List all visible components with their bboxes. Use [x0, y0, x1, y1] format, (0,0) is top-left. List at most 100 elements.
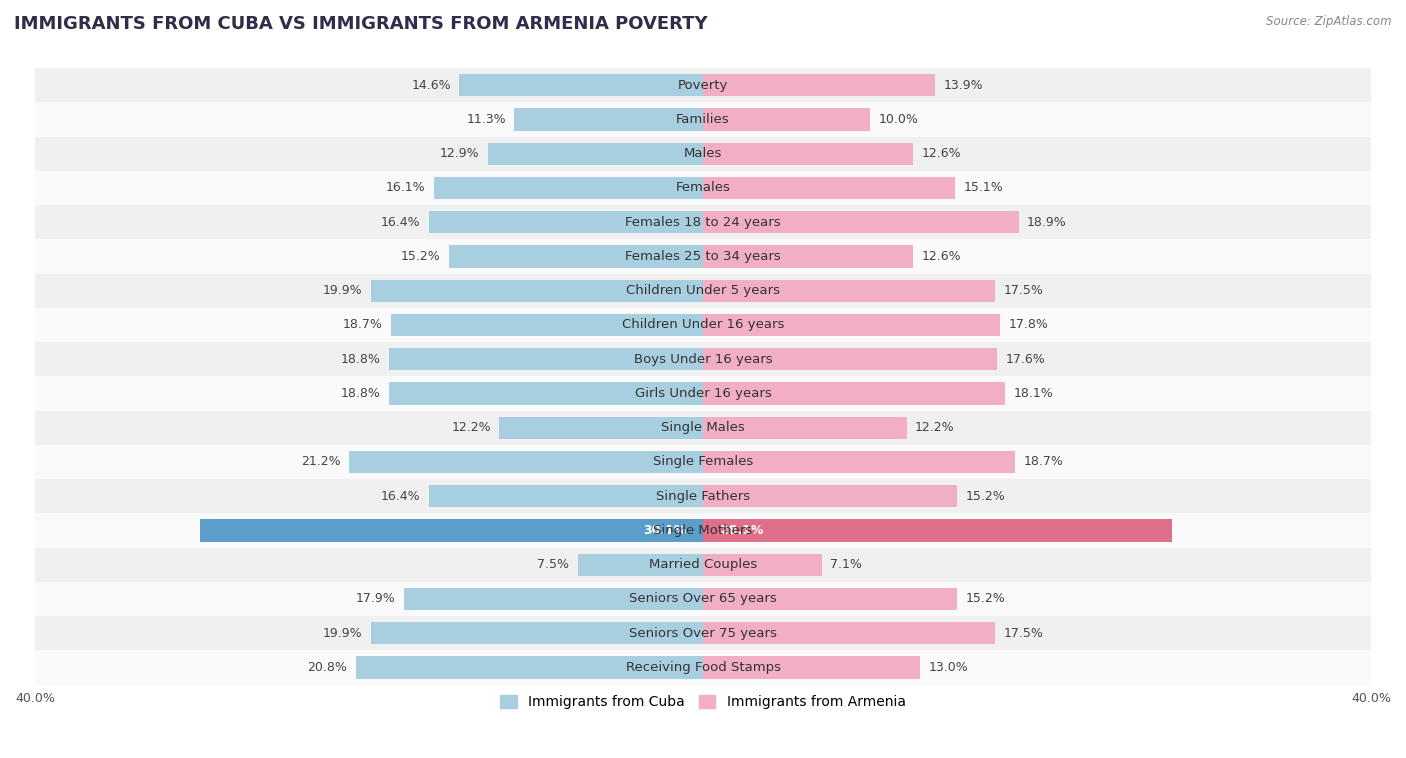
Text: 17.6%: 17.6%: [1005, 352, 1045, 365]
Bar: [460, 74, 703, 96]
Bar: [703, 382, 1005, 405]
Bar: [404, 588, 703, 610]
Text: Girls Under 16 years: Girls Under 16 years: [634, 387, 772, 400]
Text: Receiving Food Stamps: Receiving Food Stamps: [626, 661, 780, 674]
Text: 18.7%: 18.7%: [343, 318, 382, 331]
Text: 15.2%: 15.2%: [965, 593, 1005, 606]
Bar: [389, 382, 703, 405]
Bar: [515, 108, 703, 130]
Text: 18.9%: 18.9%: [1026, 216, 1067, 229]
Bar: [35, 547, 1371, 582]
Text: 13.0%: 13.0%: [928, 661, 969, 674]
Text: 12.6%: 12.6%: [922, 250, 962, 263]
Bar: [703, 74, 935, 96]
Bar: [703, 143, 914, 164]
Bar: [35, 274, 1371, 308]
Text: Females 18 to 24 years: Females 18 to 24 years: [626, 216, 780, 229]
Text: 13.9%: 13.9%: [943, 79, 983, 92]
Text: 16.4%: 16.4%: [381, 490, 420, 503]
Bar: [434, 177, 703, 199]
Bar: [703, 519, 1173, 542]
Text: 17.5%: 17.5%: [1004, 627, 1043, 640]
Text: 19.9%: 19.9%: [322, 284, 363, 297]
Bar: [703, 622, 995, 644]
Text: 28.1%: 28.1%: [720, 524, 763, 537]
Bar: [703, 451, 1015, 473]
Text: 17.9%: 17.9%: [356, 593, 395, 606]
Bar: [35, 102, 1371, 136]
Bar: [35, 616, 1371, 650]
Bar: [35, 513, 1371, 547]
Text: 14.6%: 14.6%: [411, 79, 451, 92]
Text: Source: ZipAtlas.com: Source: ZipAtlas.com: [1267, 15, 1392, 28]
Bar: [35, 68, 1371, 102]
Bar: [703, 417, 907, 439]
Bar: [429, 211, 703, 233]
Bar: [703, 656, 920, 678]
Bar: [35, 342, 1371, 376]
Text: 11.3%: 11.3%: [467, 113, 506, 126]
Text: IMMIGRANTS FROM CUBA VS IMMIGRANTS FROM ARMENIA POVERTY: IMMIGRANTS FROM CUBA VS IMMIGRANTS FROM …: [14, 15, 707, 33]
Text: 7.1%: 7.1%: [830, 558, 862, 572]
Text: Children Under 5 years: Children Under 5 years: [626, 284, 780, 297]
Text: 17.5%: 17.5%: [1004, 284, 1043, 297]
Text: 12.9%: 12.9%: [440, 147, 479, 160]
Text: Boys Under 16 years: Boys Under 16 years: [634, 352, 772, 365]
Bar: [703, 553, 821, 576]
Bar: [356, 656, 703, 678]
Text: 12.2%: 12.2%: [451, 421, 491, 434]
Bar: [703, 485, 957, 507]
Text: 18.8%: 18.8%: [340, 387, 381, 400]
Bar: [488, 143, 703, 164]
Text: Single Mothers: Single Mothers: [654, 524, 752, 537]
Text: Females 25 to 34 years: Females 25 to 34 years: [626, 250, 780, 263]
Text: Single Females: Single Females: [652, 456, 754, 468]
Text: Females: Females: [675, 181, 731, 195]
Bar: [200, 519, 703, 542]
Bar: [35, 171, 1371, 205]
Text: 16.4%: 16.4%: [381, 216, 420, 229]
Bar: [449, 246, 703, 268]
Bar: [391, 314, 703, 336]
Text: 18.7%: 18.7%: [1024, 456, 1063, 468]
Text: Families: Families: [676, 113, 730, 126]
Bar: [703, 177, 955, 199]
Bar: [35, 376, 1371, 411]
Text: 18.1%: 18.1%: [1014, 387, 1053, 400]
Text: 20.8%: 20.8%: [308, 661, 347, 674]
Bar: [389, 348, 703, 371]
Bar: [703, 246, 914, 268]
Bar: [349, 451, 703, 473]
Text: 7.5%: 7.5%: [537, 558, 569, 572]
Bar: [371, 622, 703, 644]
Bar: [703, 211, 1019, 233]
Bar: [35, 136, 1371, 171]
Bar: [35, 308, 1371, 342]
Text: 30.1%: 30.1%: [643, 524, 686, 537]
Text: 19.9%: 19.9%: [322, 627, 363, 640]
Bar: [35, 582, 1371, 616]
Bar: [35, 240, 1371, 274]
Text: 12.2%: 12.2%: [915, 421, 955, 434]
Bar: [703, 348, 997, 371]
Bar: [703, 588, 957, 610]
Text: Married Couples: Married Couples: [650, 558, 756, 572]
Text: 15.1%: 15.1%: [963, 181, 1004, 195]
Bar: [703, 280, 995, 302]
Bar: [703, 108, 870, 130]
Bar: [35, 650, 1371, 684]
Bar: [35, 411, 1371, 445]
Text: 17.8%: 17.8%: [1008, 318, 1049, 331]
Text: 21.2%: 21.2%: [301, 456, 340, 468]
Bar: [429, 485, 703, 507]
Text: Poverty: Poverty: [678, 79, 728, 92]
Bar: [371, 280, 703, 302]
Text: Single Males: Single Males: [661, 421, 745, 434]
Text: Seniors Over 75 years: Seniors Over 75 years: [628, 627, 778, 640]
Text: 15.2%: 15.2%: [965, 490, 1005, 503]
Bar: [35, 479, 1371, 513]
Text: Males: Males: [683, 147, 723, 160]
Text: 15.2%: 15.2%: [401, 250, 441, 263]
Text: 10.0%: 10.0%: [879, 113, 918, 126]
Bar: [499, 417, 703, 439]
